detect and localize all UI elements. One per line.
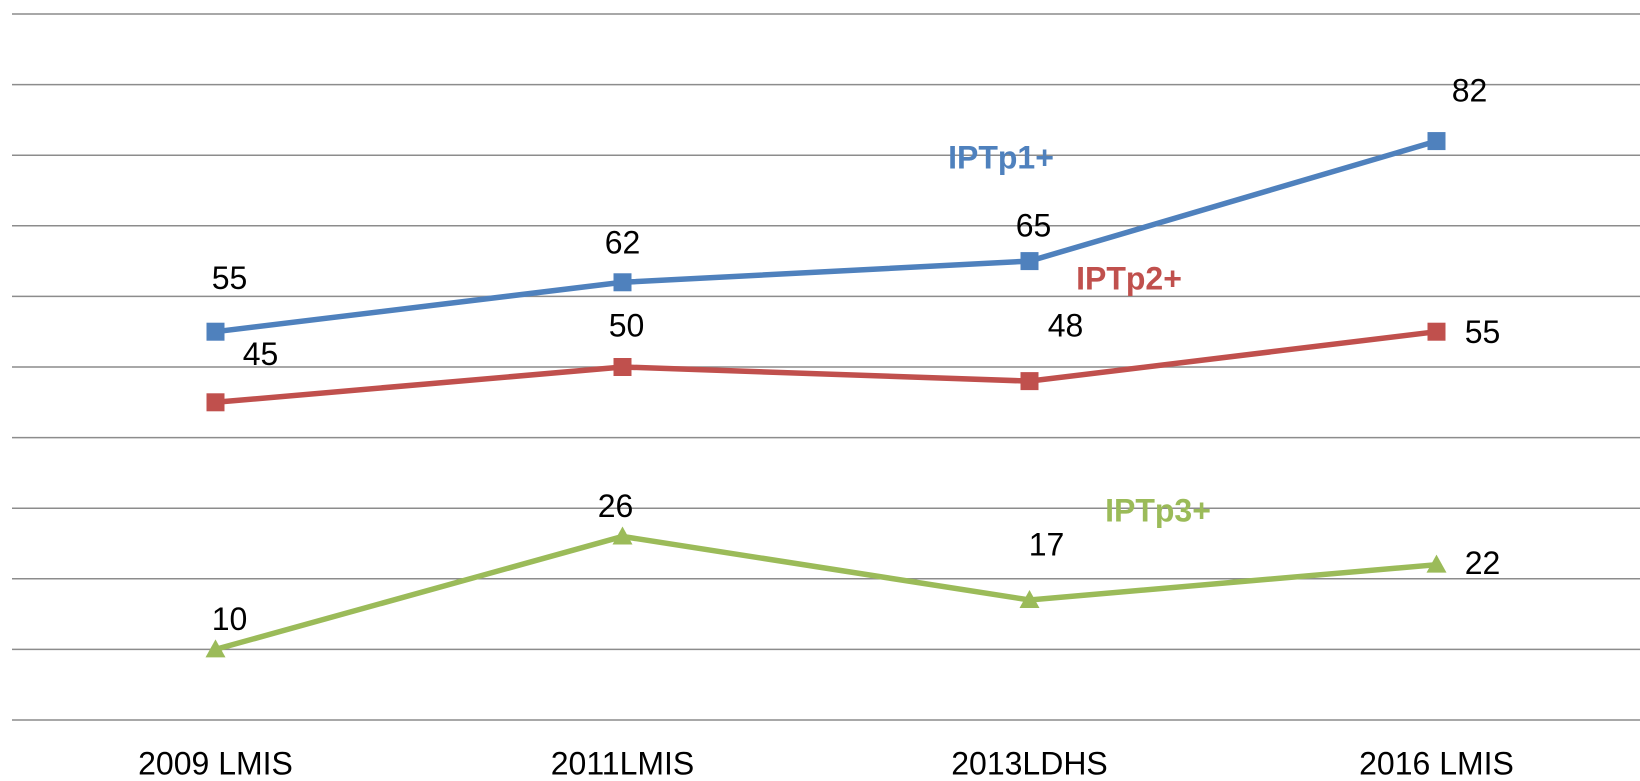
marker bbox=[613, 273, 632, 292]
data-label: 62 bbox=[605, 225, 641, 261]
x-tick-label: 2009 LMIS bbox=[138, 745, 293, 781]
series-line bbox=[215, 138, 1438, 335]
data-label: 45 bbox=[243, 336, 279, 372]
x-tick-label: 2013LDHS bbox=[951, 745, 1108, 781]
data-label: 10 bbox=[212, 601, 248, 637]
data-label: 55 bbox=[1465, 314, 1501, 350]
marker bbox=[1020, 252, 1039, 271]
x-tick-label: 2016 LMIS bbox=[1359, 745, 1514, 781]
data-label: 17 bbox=[1029, 526, 1065, 562]
marker bbox=[206, 393, 225, 412]
series-line bbox=[215, 328, 1437, 406]
marker bbox=[613, 358, 632, 376]
marker bbox=[612, 526, 633, 545]
series-label: IPTp2+ bbox=[1076, 260, 1182, 296]
data-label: 65 bbox=[1016, 208, 1052, 244]
marker bbox=[1019, 589, 1040, 608]
marker bbox=[1020, 372, 1039, 391]
data-label: 50 bbox=[609, 307, 645, 343]
data-label: 82 bbox=[1452, 73, 1488, 109]
marker bbox=[1427, 322, 1446, 341]
marker bbox=[1426, 554, 1447, 573]
data-label: 26 bbox=[598, 488, 634, 524]
series-line bbox=[214, 533, 1437, 653]
x-tick-label: 2011LMIS bbox=[551, 745, 695, 781]
marker bbox=[205, 639, 226, 658]
data-label: 22 bbox=[1465, 545, 1501, 581]
series-label: IPTp1+ bbox=[948, 139, 1054, 175]
data-label: 55 bbox=[212, 260, 248, 296]
series-label: IPTp3+ bbox=[1105, 492, 1211, 528]
marker bbox=[206, 322, 225, 341]
marker bbox=[1427, 132, 1446, 151]
data-label: 48 bbox=[1048, 308, 1084, 344]
